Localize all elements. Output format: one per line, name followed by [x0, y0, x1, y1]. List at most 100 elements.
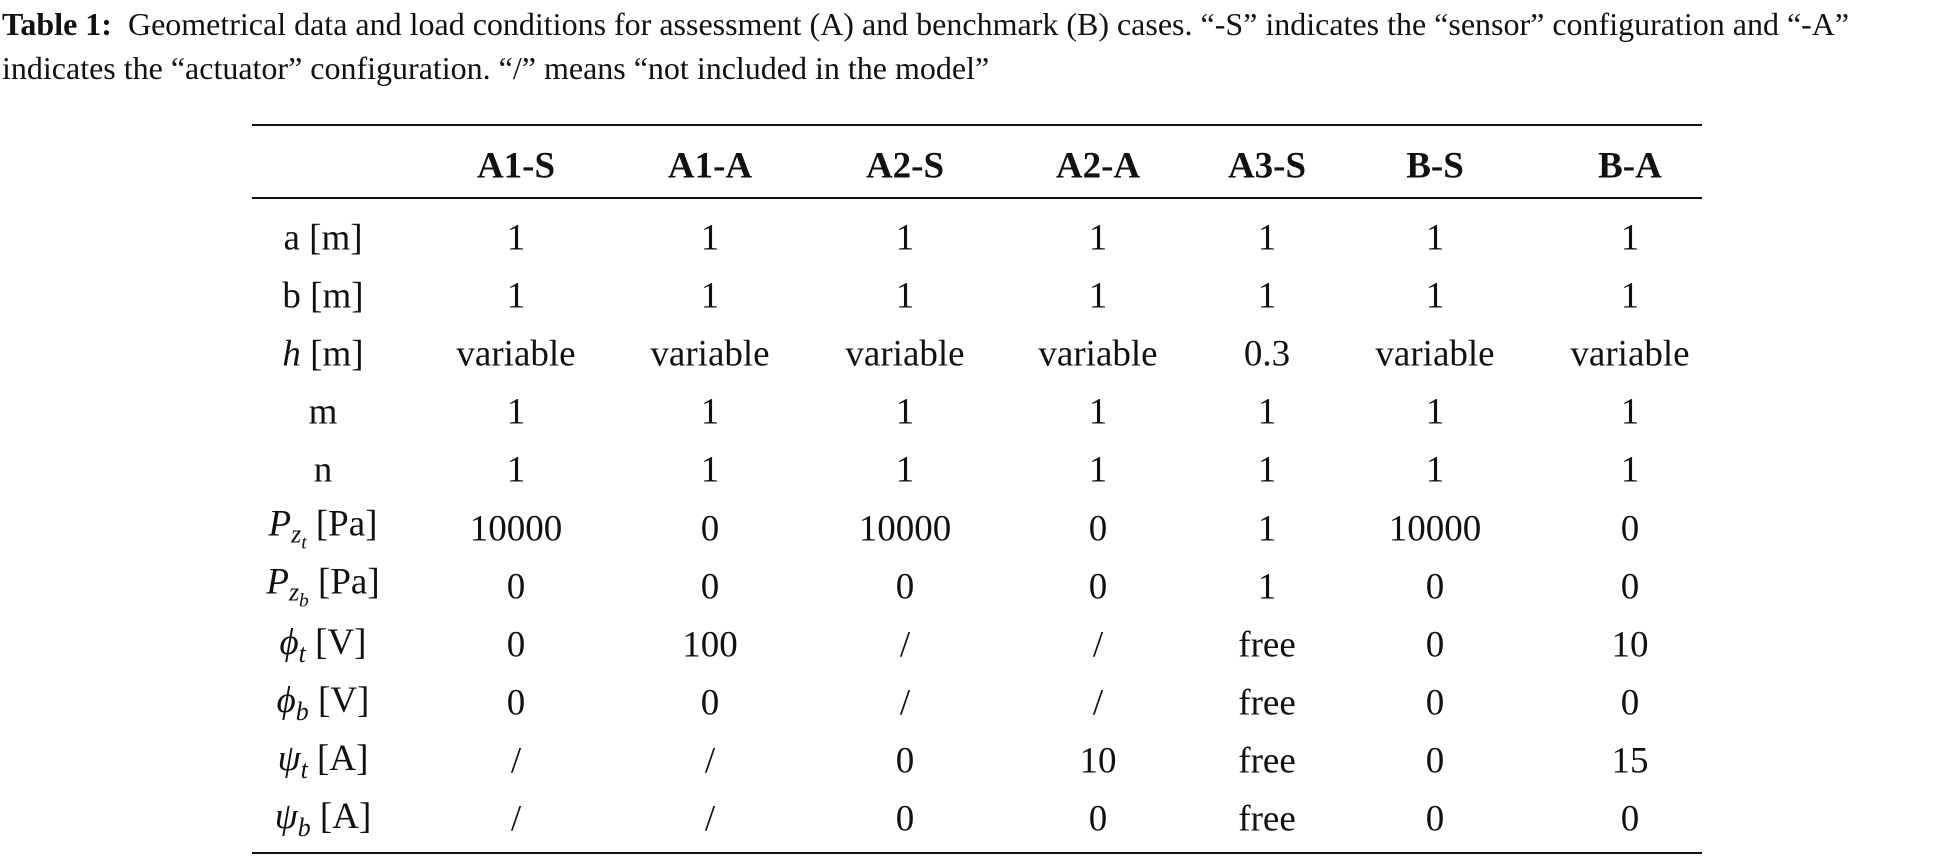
label-subscript-text: b	[295, 696, 309, 726]
table-cell: 1	[700, 391, 720, 433]
table-cell: 1	[895, 449, 915, 491]
label-symbol: ϕ	[279, 621, 299, 663]
table-cell: variable	[845, 333, 965, 375]
label-symbol: ψ	[277, 738, 301, 780]
table-cell: 1	[1257, 449, 1277, 491]
table-cell: /	[704, 798, 716, 840]
table-cell: 100	[682, 624, 738, 666]
table-cell: /	[899, 624, 911, 666]
table-cell: /	[1092, 682, 1104, 724]
table-cell: 1	[1088, 449, 1108, 491]
table-cell: 1	[1425, 275, 1445, 317]
bottom-rule	[252, 852, 1702, 854]
table-cell: /	[1092, 624, 1104, 666]
caption-label: Table 1:	[2, 6, 112, 42]
table-cell: variable	[1570, 333, 1690, 375]
table-cell: /	[899, 682, 911, 724]
label-unit: [Pa]	[315, 503, 378, 545]
label-subscript-text: z	[288, 578, 300, 608]
label-subscript: zb	[288, 578, 309, 612]
table-cell: 1	[1620, 449, 1640, 491]
table-cell: 0	[1088, 508, 1108, 549]
table-cell: 0	[1425, 798, 1445, 840]
label-unit: [V]	[315, 621, 367, 663]
table-cell: 0	[506, 566, 526, 608]
table-cell: free	[1238, 740, 1296, 782]
table-cell: 10	[1079, 740, 1117, 782]
table-cell: 0	[1425, 566, 1445, 608]
table-cell: 0	[1425, 624, 1445, 666]
row-label: ψb [A]	[275, 795, 372, 843]
table-cell: free	[1238, 624, 1296, 666]
row-label: ϕb [V]	[277, 679, 370, 727]
table-cell: 0	[1425, 682, 1445, 724]
table-cell: 10000	[858, 508, 952, 549]
table-cell: 1	[1620, 217, 1640, 259]
row-label: b [m]	[282, 275, 363, 318]
label-unit: [A]	[317, 738, 369, 780]
table-cell: variable	[456, 333, 576, 375]
label-subscript: zt	[291, 520, 306, 554]
table-cell: 10000	[469, 508, 563, 549]
top-rule	[252, 124, 1702, 126]
label-symbol: ϕ	[276, 679, 296, 721]
column-header: A3-S	[1227, 145, 1307, 187]
table-cell: /	[510, 798, 522, 840]
table-cell: 0.3	[1243, 333, 1291, 375]
table-cell: 0	[700, 566, 720, 608]
table-cell: 10	[1611, 624, 1649, 666]
table-cell: free	[1238, 798, 1296, 840]
row-label: ϕt [V]	[280, 621, 367, 669]
label-symbol: ψ	[274, 796, 298, 838]
table-cell: 1	[700, 449, 720, 491]
column-header: A2-A	[1055, 145, 1141, 187]
label-unit: [m]	[310, 333, 364, 375]
table-cell: 1	[506, 449, 526, 491]
table-cell: 1	[895, 275, 915, 317]
table-cell: 1	[1425, 449, 1445, 491]
label-text: n	[313, 449, 333, 491]
label-subscript: t	[299, 639, 306, 668]
column-header: A2-S	[865, 145, 945, 187]
label-subscript-text: b	[297, 812, 311, 842]
row-label: Pzt [Pa]	[269, 502, 378, 555]
table-cell: 1	[506, 391, 526, 433]
table-cell: 0	[1620, 508, 1640, 549]
table-cell: 1	[506, 275, 526, 317]
table-cell: 1	[1620, 275, 1640, 317]
table-cell: 0	[1620, 798, 1640, 840]
table-cell: /	[510, 740, 522, 782]
table-cell: 0	[506, 624, 526, 666]
table-cell: 1	[506, 217, 526, 259]
row-label: ψt [A]	[278, 737, 369, 785]
table-cell: 1	[1620, 391, 1640, 433]
table-cell: 10000	[1388, 508, 1482, 549]
table-cell: variable	[650, 333, 770, 375]
table-cell: /	[704, 740, 716, 782]
column-header: B-S	[1406, 145, 1464, 187]
label-unit: [A]	[319, 796, 372, 838]
table-cell: 1	[1257, 217, 1277, 259]
table-cell: 1	[1257, 275, 1277, 317]
table-cell: 0	[1620, 566, 1640, 608]
caption: Table 1: Geometrical data and load condi…	[2, 2, 1950, 90]
table-cell: 0	[506, 682, 526, 724]
table-cell: 1	[1257, 566, 1277, 608]
table-cell: 0	[895, 798, 915, 840]
table-cell: 0	[1425, 740, 1445, 782]
table-cell: 15	[1611, 740, 1649, 782]
label-symbol: P	[268, 503, 292, 545]
label-symbol: P	[266, 561, 289, 603]
table-cell: 0	[700, 508, 720, 549]
row-label: m	[309, 391, 338, 434]
table-cell: 1	[1088, 217, 1108, 259]
label-subscript-text: t	[300, 754, 308, 784]
table-cell: 1	[1088, 391, 1108, 433]
table-cell: 0	[1088, 798, 1108, 840]
label-subsubscript: b	[299, 590, 309, 612]
label-subsubscript: t	[301, 532, 307, 554]
table-cell: 0	[1088, 566, 1108, 608]
table-cell: 1	[700, 275, 720, 317]
table-cell: variable	[1038, 333, 1158, 375]
